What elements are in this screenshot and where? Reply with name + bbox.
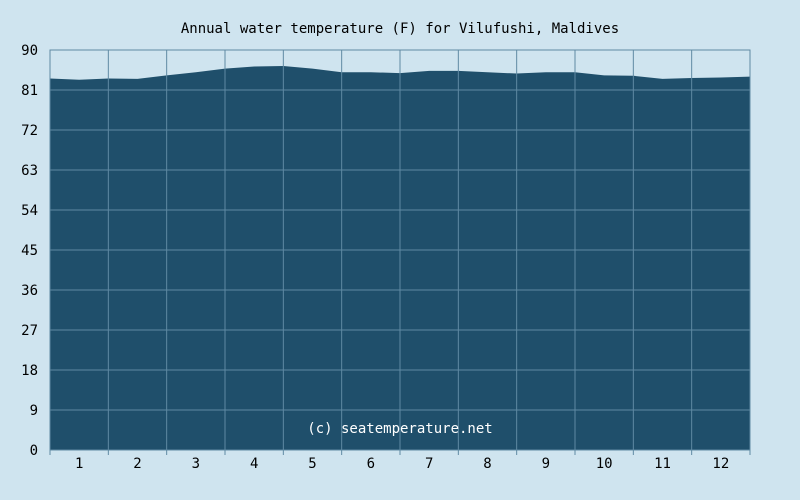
- x-tick-label: 3: [192, 456, 200, 472]
- x-tick-label: 7: [425, 456, 433, 472]
- plot-frame: [49, 49, 751, 451]
- x-tick-label: 10: [596, 456, 613, 472]
- x-tick-label: 8: [483, 456, 491, 472]
- y-tick-label: 27: [21, 323, 38, 339]
- y-tick-label: 36: [21, 283, 38, 299]
- y-tick-label: 45: [21, 243, 38, 259]
- chart-title: Annual water temperature (F) for Vilufus…: [181, 21, 619, 37]
- x-tick-label: 6: [367, 456, 375, 472]
- y-axis: 0 9 18 27 36 45 54 63 72 81 90: [21, 43, 38, 459]
- y-tick-label: 81: [21, 83, 38, 99]
- x-tick-label: 9: [542, 456, 550, 472]
- y-tick-label: 0: [30, 443, 38, 459]
- y-tick-label: 90: [21, 43, 38, 59]
- y-tick-label: 9: [30, 403, 38, 419]
- y-tick-label: 63: [21, 163, 38, 179]
- y-tick-label: 18: [21, 363, 38, 379]
- y-tick-label: 54: [21, 203, 38, 219]
- x-tick-label: 4: [250, 456, 258, 472]
- x-tick-label: 2: [133, 456, 141, 472]
- x-tick-label: 12: [712, 456, 729, 472]
- watermark: (c) seatemperature.net: [307, 421, 492, 437]
- x-tick-label: 5: [308, 456, 316, 472]
- x-tick-label: 1: [75, 456, 83, 472]
- y-tick-label: 72: [21, 123, 38, 139]
- x-tick-label: 11: [654, 456, 671, 472]
- x-axis: 1 2 3 4 5 6 7 8 9 10 11 12: [49, 450, 751, 472]
